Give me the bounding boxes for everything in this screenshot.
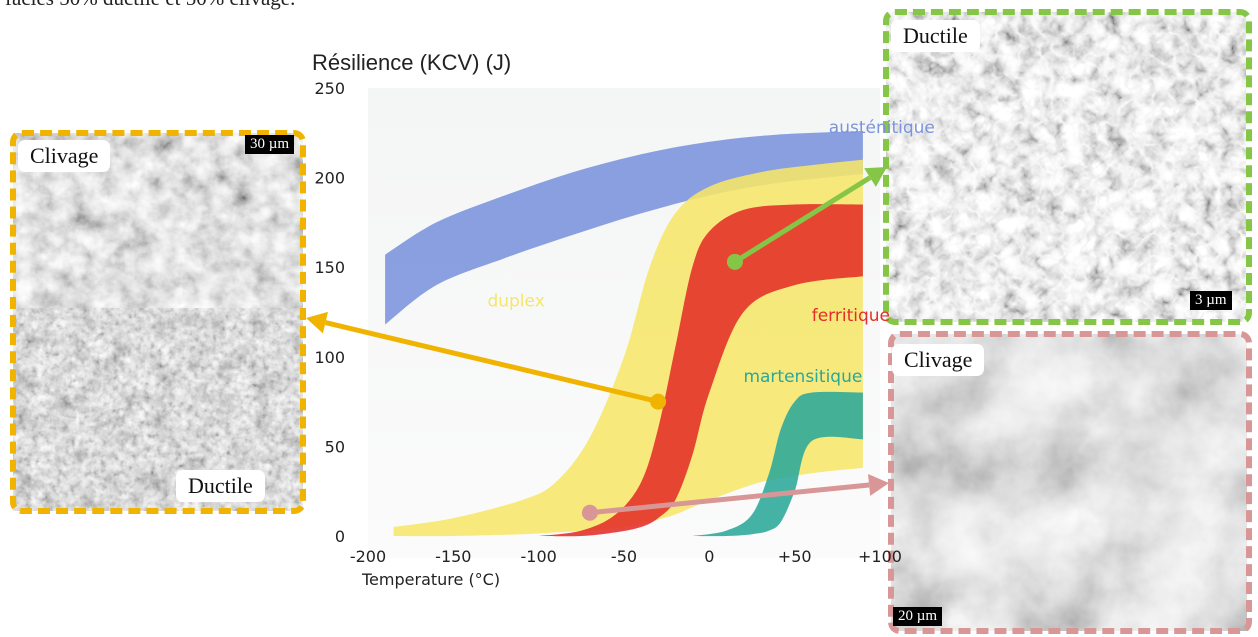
x-tick-label: -200	[350, 547, 386, 566]
micrograph-right-bottom-texture	[891, 334, 1247, 631]
caption-fragment: faciès 50% ductile et 50% clivage.	[5, 0, 295, 11]
micrograph-left-tag-clivage: Clivage	[18, 140, 111, 172]
arrow-right-bottom-panel-origin-dot	[581, 504, 598, 521]
series-label-duplex: duplex	[487, 292, 544, 312]
x-tick-label: +100	[858, 547, 902, 566]
x-tick-label: 0	[704, 547, 714, 566]
y-tick-label: 250	[314, 79, 345, 98]
x-tick-label: -150	[435, 547, 471, 566]
y-tick-label: 150	[314, 258, 345, 277]
arrow-right-bottom-panel-head	[868, 474, 889, 496]
micrograph-right-top	[886, 12, 1246, 322]
micrograph-left-scale-bar: 30 µm	[245, 135, 295, 154]
y-tick-label: 0	[335, 527, 345, 546]
arrow-left-panel-shaft	[324, 320, 659, 405]
y-tick-label: 50	[325, 437, 345, 456]
arrow-left-panel-head	[306, 311, 328, 334]
series-label-austenitique: austénitique	[829, 118, 935, 138]
x-tick-label: -100	[521, 547, 557, 566]
series-label-martensitique: martensitique	[743, 367, 862, 387]
micrograph-left-tag-ductile: Ductile	[176, 470, 265, 502]
series-label-ferritique: ferritique	[812, 306, 890, 326]
band-ferritique	[538, 204, 863, 537]
x-axis-label: Temperature (°C)	[362, 570, 501, 589]
x-tick-label: -50	[611, 547, 637, 566]
micrograph-right-top-tag: Ductile	[891, 20, 980, 52]
arrow-right-top-panel-shaft	[733, 175, 872, 264]
y-tick-label: 200	[314, 169, 345, 188]
y-axis-label: Résilience (KCV) (J)	[312, 50, 512, 75]
arrow-right-top-panel-head	[864, 167, 887, 187]
micrograph-right-top-texture	[886, 12, 1246, 322]
arrow-right-bottom-panel-shaft	[589, 482, 870, 516]
arrow-right-top-panel-origin-dot	[726, 253, 743, 270]
micrograph-right-bottom	[891, 334, 1247, 631]
y-tick-label: 100	[314, 348, 345, 367]
arrow-left-panel-origin-dot	[650, 393, 667, 410]
micrograph-right-bottom-tag: Clivage	[892, 344, 985, 376]
x-tick-label: +50	[778, 547, 812, 566]
micrograph-right-bottom-scale-bar: 20 µm	[893, 607, 943, 626]
band-martensitique	[692, 391, 863, 537]
micrograph-right-top-scale-bar: 3 µm	[1190, 291, 1232, 310]
